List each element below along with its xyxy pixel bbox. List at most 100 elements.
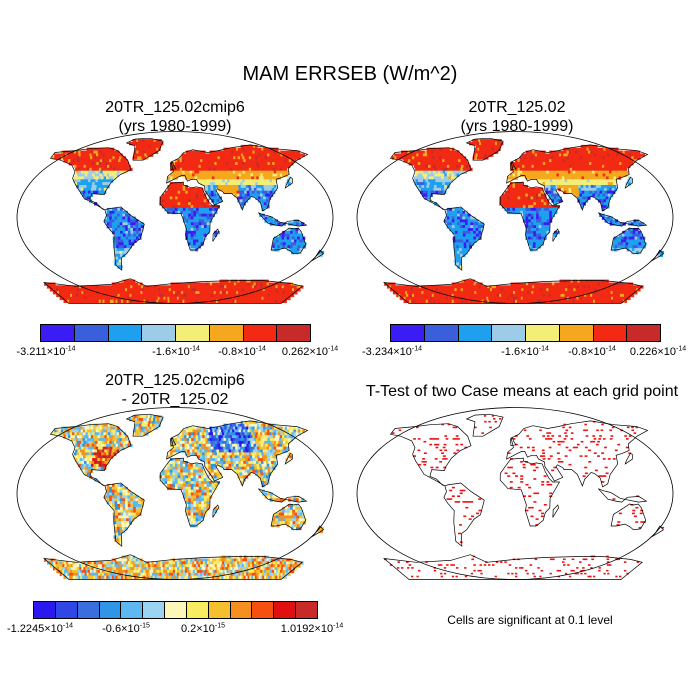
grid-cell [215,299,219,303]
grid-cell [436,285,439,289]
grid-cell [119,299,122,303]
grid-cell [509,185,513,189]
grid-cell [194,176,198,180]
grid-cell [239,156,243,160]
grid-cell [130,225,134,229]
grid-cell [582,144,586,149]
grid-cell [596,170,600,174]
grid-cell [113,296,116,301]
grid-cell [206,159,210,163]
grid-cell [421,291,424,295]
grid-cell [446,222,450,226]
grid-cell [98,176,102,180]
grid-cell [189,288,193,292]
grid-cell [403,159,407,163]
grid-cell [433,187,437,192]
grid-cell [257,156,261,160]
grid-cell [568,190,572,194]
grid-cell [607,147,611,151]
grid-cell [600,153,604,157]
grid-cell [535,159,539,163]
grid-cell [102,164,105,169]
grid-cell [425,179,429,183]
grid-cell [472,222,476,226]
grid-cell [173,293,176,298]
grid-cell [191,288,195,292]
grid-cell [419,288,422,292]
grid-cell [260,291,263,295]
grid-cell [113,245,117,249]
grid-cell [612,242,616,246]
grid-cell [453,242,457,246]
grid-cell [421,159,425,163]
grid-cell [623,288,626,292]
grid-cell [142,144,145,149]
grid-cell [200,187,204,192]
grid-cell [427,162,430,166]
grid-cell [175,291,178,295]
grid-cell [560,159,564,163]
grid-cell [53,285,56,289]
grid-cell [61,291,64,295]
grid-cell [466,279,469,283]
grid-cell [122,216,126,220]
grid-cell [199,179,203,183]
grid-cell [201,205,205,209]
grid-cell [280,164,284,169]
grid-cell [130,219,134,223]
grid-cell [262,182,266,186]
grid-cell [520,196,524,200]
grid-cell [588,173,591,177]
grid-cell [204,293,208,298]
grid-cell [228,156,232,160]
grid-cell [151,147,155,151]
grid-cell [579,176,582,180]
grid-cell [213,190,217,194]
grid-cell [572,291,575,295]
grid-cell [423,170,427,174]
grid-cell [487,288,491,292]
grid-cell [448,288,451,292]
grid-cell [541,225,545,229]
grid-cell [224,293,227,298]
grid-cell [126,245,130,249]
grid-cell [125,222,128,226]
grid-cell [538,285,541,289]
grid-cell [189,291,192,295]
grid-cell [273,147,277,151]
grid-cell [585,285,588,289]
grid-cell [467,219,471,223]
grid-cell [515,199,518,203]
grid-cell [423,176,427,180]
grid-cell [449,210,453,215]
grid-cell [157,139,160,143]
grid-cell [122,250,125,255]
grid-cell [560,282,564,286]
grid-cell [573,190,577,194]
grid-cell [200,296,203,301]
grid-cell [101,147,104,151]
grid-cell [260,193,263,197]
grid-cell [435,159,438,163]
grid-cell [121,299,124,303]
grid-cell [541,202,545,206]
grid-cell [512,170,516,174]
grid-cell [576,176,580,180]
grid-cell [52,291,56,295]
grid-cell [164,202,168,206]
grid-cell [573,187,577,192]
grid-cell [218,170,222,174]
grid-cell [225,162,229,166]
grid-cell [535,230,539,235]
grid-cell [84,173,88,177]
grid-cell [84,193,88,197]
grid-cell [635,153,639,157]
grid-cell [240,185,244,189]
grid-cell [501,296,504,301]
grid-cell [416,170,419,174]
grid-cell [410,288,414,292]
grid-cell [515,185,518,189]
grid-cell [635,150,639,154]
grid-cell [592,179,595,183]
grid-cell [96,285,99,289]
